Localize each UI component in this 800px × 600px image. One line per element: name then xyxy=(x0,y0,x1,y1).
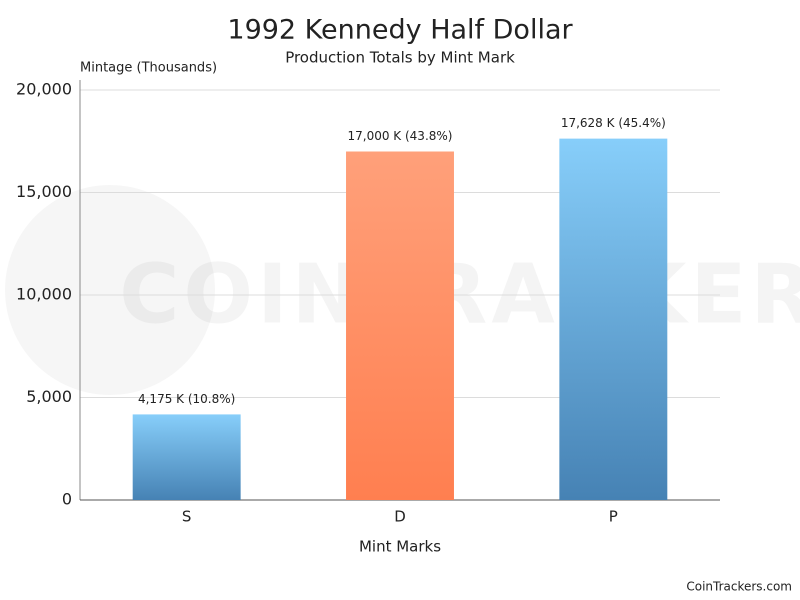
bar xyxy=(132,414,241,500)
data-label: 17,000 K (43.8%) xyxy=(348,129,453,143)
y-tick-label: 15,000 xyxy=(16,182,72,201)
x-tick-label: D xyxy=(394,508,406,526)
chart-title: 1992 Kennedy Half Dollar xyxy=(227,15,573,46)
y-tick-label: 0 xyxy=(62,490,72,509)
y-axis-label: Mintage (Thousands) xyxy=(80,61,217,76)
x-tick-label: P xyxy=(609,508,618,526)
y-tick-label: 5,000 xyxy=(26,387,72,406)
x-tick-label: S xyxy=(182,508,192,526)
data-label: 4,175 K (10.8%) xyxy=(138,392,235,406)
bar xyxy=(559,138,668,500)
y-tick-label: 10,000 xyxy=(16,285,72,304)
x-axis-label: Mint Marks xyxy=(359,538,441,556)
bar xyxy=(346,151,454,500)
data-label: 17,628 K (45.4%) xyxy=(561,116,666,130)
y-tick-label: 20,000 xyxy=(16,80,72,99)
chart-subtitle: Production Totals by Mint Mark xyxy=(285,49,515,67)
footer: CoinTrackers.com xyxy=(686,580,792,594)
